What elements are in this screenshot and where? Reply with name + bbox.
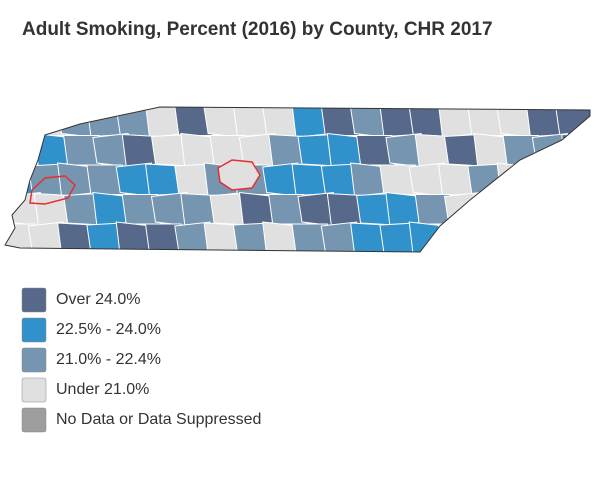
county [27,221,68,252]
county [350,222,390,252]
map [5,107,590,252]
legend-swatch [21,377,47,403]
county [86,222,126,252]
highlighted-county [29,175,76,205]
county [496,222,536,252]
county [555,162,590,198]
county [408,221,449,252]
state-outline [4,106,591,253]
county [531,191,572,227]
legend-label: 21.0% - 22.4% [56,351,161,368]
legend-label: Under 21.0% [56,381,149,398]
county [379,222,419,252]
county [525,164,566,195]
county [57,222,97,252]
county [525,222,566,252]
county [232,222,273,252]
county [496,162,536,198]
county [291,223,331,252]
county [531,132,572,168]
legend-label: Over 24.0% [56,291,140,308]
county [502,192,542,226]
legend-swatch [21,287,47,313]
county [473,192,513,226]
map-title: Adult Smoking, Percent (2016) by County,… [22,19,493,40]
county [561,133,590,167]
county [320,221,361,252]
legend-swatch [21,317,47,343]
county [467,221,507,252]
county [144,223,185,252]
county [203,222,243,252]
county [5,107,38,139]
county [443,191,484,227]
legend-swatch [21,347,47,373]
legend-label: No Data or Data Suppressed [56,411,261,428]
legend: Over 24.0% 22.5% - 24.0% 21.0% - 22.4% Unde… [21,287,261,433]
legend-label: 22.5% - 24.0% [56,321,161,338]
highlighted-county [217,159,261,191]
county [437,223,478,252]
legend-swatch [21,407,47,433]
county [561,194,590,225]
county [174,221,214,252]
county [555,221,590,252]
